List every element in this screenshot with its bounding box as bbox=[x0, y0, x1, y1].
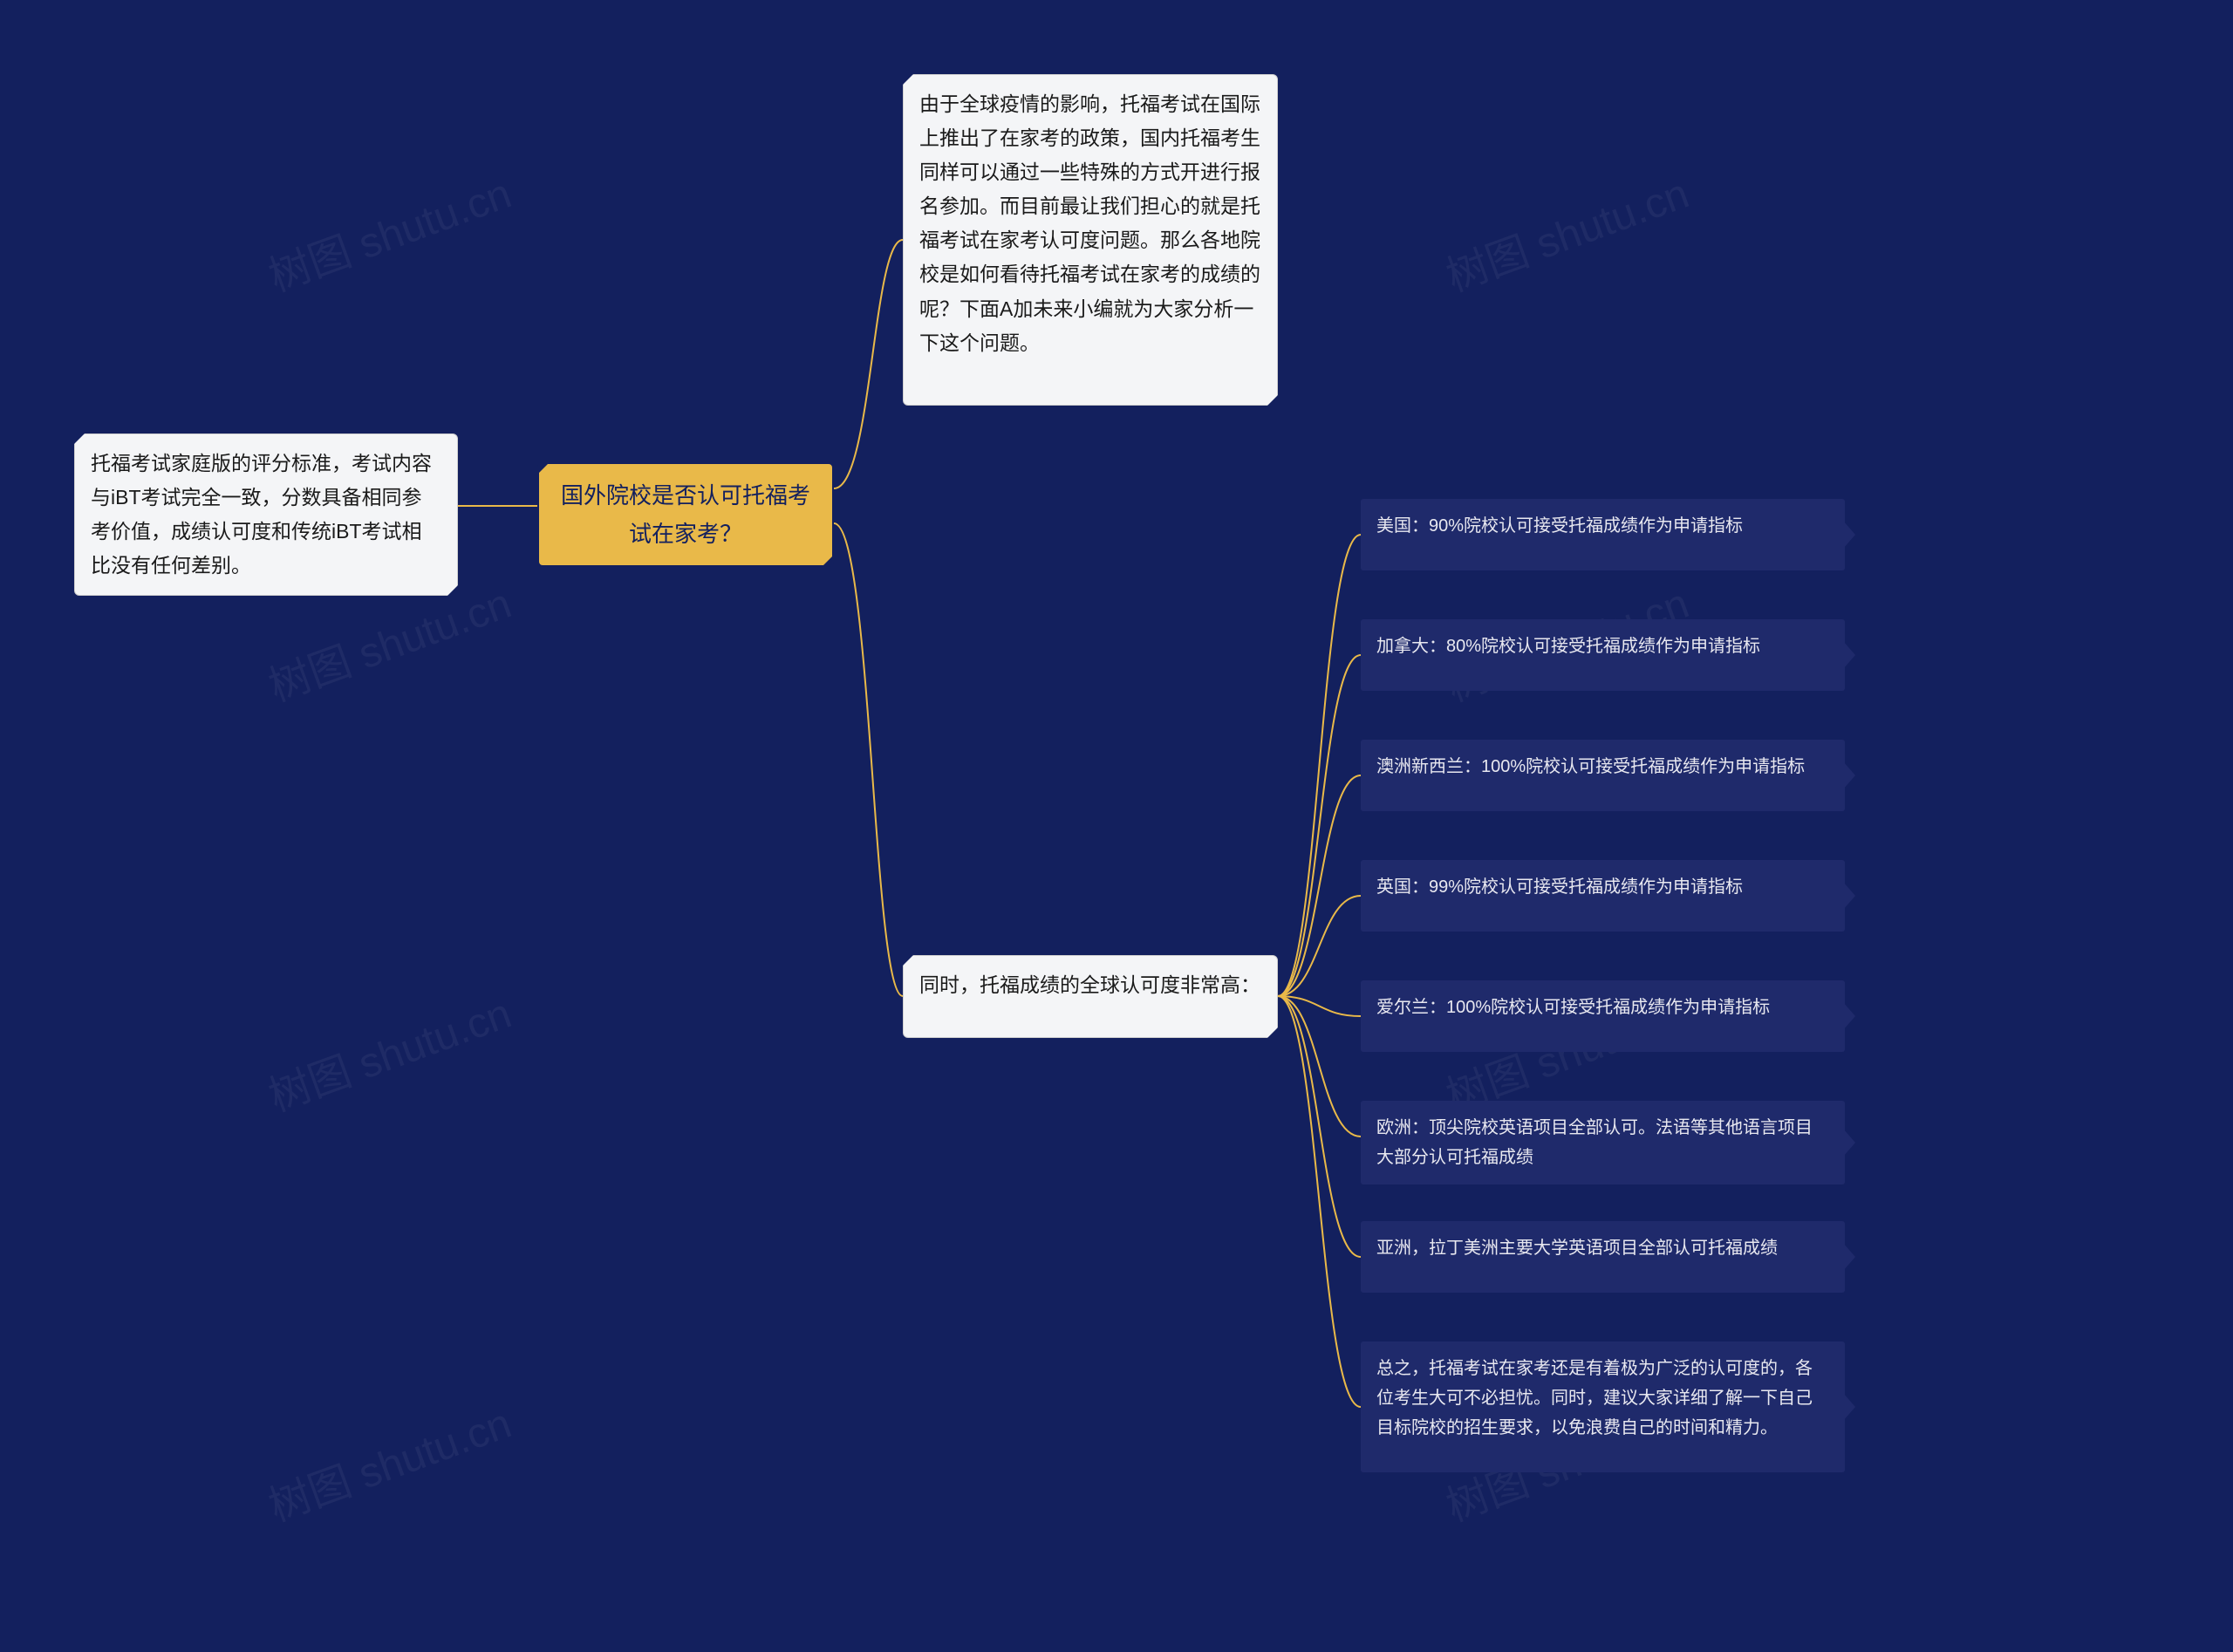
watermark-text: 树图 shutu.cn bbox=[1437, 159, 1696, 303]
right-bottom-branch-node: 同时，托福成绩的全球认可度非常高： bbox=[903, 955, 1278, 1038]
left-branch-node: 托福考试家庭版的评分标准，考试内容与iBT考试完全一致，分数具备相同参考价值，成… bbox=[74, 433, 458, 596]
right-top-text: 由于全球疫情的影响，托福考试在国际上推出了在家考的政策，国内托福考生同样可以通过… bbox=[919, 92, 1260, 354]
root-line1: 国外院校是否认可托福考 bbox=[561, 482, 810, 509]
leaf-text: 美国：90%院校认可接受托福成绩作为申请指标 bbox=[1376, 516, 1743, 536]
corner-notch-icon bbox=[823, 556, 833, 566]
corner-notch-icon bbox=[447, 585, 458, 596]
leaf-text: 亚洲，拉丁美洲主要大学英语项目全部认可托福成绩 bbox=[1376, 1239, 1778, 1258]
chevron-right-icon bbox=[1843, 641, 1855, 669]
right-bottom-text: 同时，托福成绩的全球认可度非常高： bbox=[919, 973, 1260, 996]
leaf-text: 爱尔兰：100%院校认可接受托福成绩作为申请指标 bbox=[1376, 998, 1770, 1017]
leaf-node: 英国：99%院校认可接受托福成绩作为申请指标 bbox=[1361, 860, 1845, 932]
leaf-text: 澳洲新西兰：100%院校认可接受托福成绩作为申请指标 bbox=[1376, 757, 1805, 776]
chevron-right-icon bbox=[1843, 1129, 1855, 1157]
leaf-node: 欧洲：顶尖院校英语项目全部认可。法语等其他语言项目大部分认可托福成绩 bbox=[1361, 1101, 1845, 1184]
mindmap-root-node: 国外院校是否认可托福考 试在家考？ bbox=[537, 462, 834, 567]
watermark-text: 树图 shutu.cn bbox=[259, 979, 518, 1123]
leaf-text: 英国：99%院校认可接受托福成绩作为申请指标 bbox=[1376, 877, 1743, 897]
corner-notch-icon bbox=[74, 433, 85, 444]
leaf-text: 欧洲：顶尖院校英语项目全部认可。法语等其他语言项目大部分认可托福成绩 bbox=[1376, 1118, 1813, 1167]
watermark-text: 树图 shutu.cn bbox=[259, 1389, 518, 1533]
corner-notch-icon bbox=[903, 74, 913, 85]
watermark-text: 树图 shutu.cn bbox=[259, 159, 518, 303]
corner-notch-icon bbox=[903, 955, 913, 966]
chevron-right-icon bbox=[1843, 1393, 1855, 1421]
root-line2: 试在家考？ bbox=[629, 521, 742, 547]
leaf-node: 爱尔兰：100%院校认可接受托福成绩作为申请指标 bbox=[1361, 980, 1845, 1052]
chevron-right-icon bbox=[1843, 1002, 1855, 1030]
leaf-text: 加拿大：80%院校认可接受托福成绩作为申请指标 bbox=[1376, 637, 1760, 656]
chevron-right-icon bbox=[1843, 521, 1855, 549]
chevron-right-icon bbox=[1843, 1243, 1855, 1271]
left-text: 托福考试家庭版的评分标准，考试内容与iBT考试完全一致，分数具备相同参考价值，成… bbox=[91, 452, 432, 577]
leaf-node: 澳洲新西兰：100%院校认可接受托福成绩作为申请指标 bbox=[1361, 740, 1845, 811]
leaf-node: 美国：90%院校认可接受托福成绩作为申请指标 bbox=[1361, 499, 1845, 570]
leaf-node: 总之，托福考试在家考还是有着极为广泛的认可度的，各位考生大可不必担忧。同时，建议… bbox=[1361, 1341, 1845, 1472]
leaf-node: 加拿大：80%院校认可接受托福成绩作为申请指标 bbox=[1361, 619, 1845, 691]
corner-notch-icon bbox=[1267, 1027, 1278, 1038]
chevron-right-icon bbox=[1843, 882, 1855, 910]
corner-notch-icon bbox=[538, 463, 549, 474]
leaf-text: 总之，托福考试在家考还是有着极为广泛的认可度的，各位考生大可不必担忧。同时，建议… bbox=[1376, 1359, 1813, 1437]
corner-notch-icon bbox=[1267, 395, 1278, 406]
leaf-node: 亚洲，拉丁美洲主要大学英语项目全部认可托福成绩 bbox=[1361, 1221, 1845, 1293]
right-top-branch-node: 由于全球疫情的影响，托福考试在国际上推出了在家考的政策，国内托福考生同样可以通过… bbox=[903, 74, 1278, 406]
chevron-right-icon bbox=[1843, 761, 1855, 789]
